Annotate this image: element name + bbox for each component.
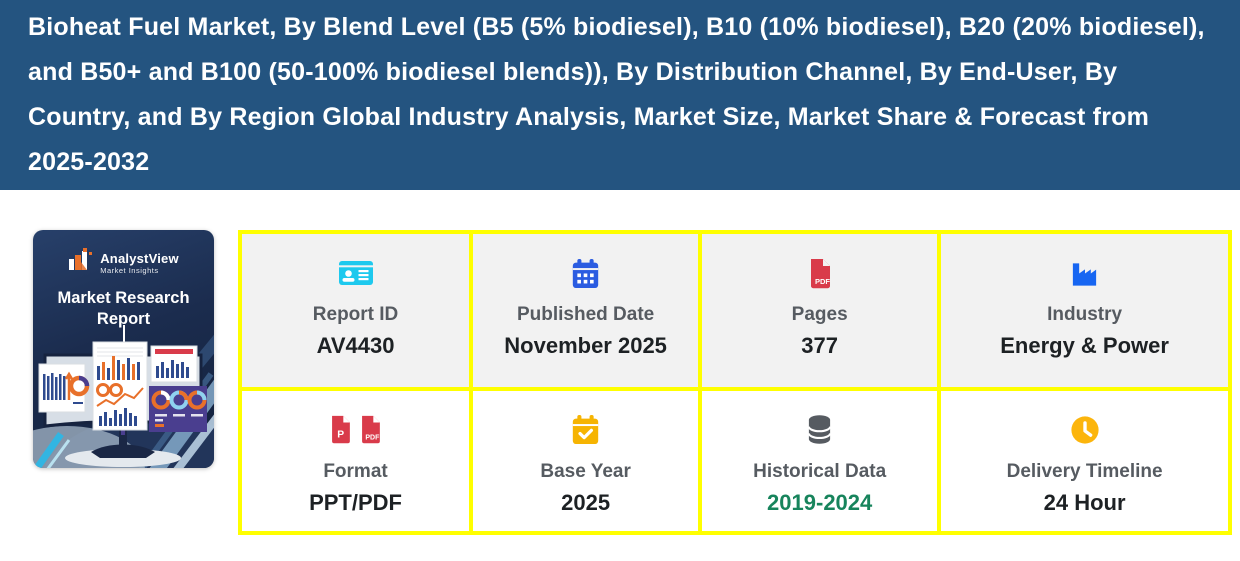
cell-value: PPT/PDF — [309, 490, 402, 516]
brand-name: AnalystView — [100, 251, 179, 266]
cell-label: Published Date — [517, 304, 654, 326]
cell-value: 2019-2024 — [767, 490, 872, 516]
report-id-cell: Report ID AV4430 — [240, 232, 471, 389]
cell-value: 24 Hour — [1044, 490, 1126, 516]
industry-cell: Industry Energy & Power — [939, 232, 1230, 389]
report-cover-image: AnalystView Market Insights Market Resea… — [33, 230, 214, 468]
svg-text:PDF: PDF — [365, 434, 380, 441]
cell-label: Format — [323, 461, 387, 483]
report-title-banner: Bioheat Fuel Market, By Blend Level (B5 … — [0, 0, 1240, 190]
cell-label: Pages — [792, 304, 848, 326]
cell-label: Historical Data — [753, 461, 886, 483]
cell-value: Energy & Power — [1000, 333, 1169, 359]
base-year-cell: Base Year 2025 — [471, 389, 700, 533]
cell-value: 377 — [801, 333, 838, 359]
svg-text:P: P — [337, 429, 344, 440]
page-title: Bioheat Fuel Market, By Blend Level (B5 … — [28, 5, 1212, 185]
report-summary-section: AnalystView Market Insights Market Resea… — [0, 190, 1240, 535]
monitor-charts-graphic — [33, 318, 214, 468]
calendar-check-icon — [571, 413, 600, 447]
cover-purple-dashboard — [149, 386, 207, 432]
cover-left-chart — [39, 364, 87, 412]
cell-value: AV4430 — [317, 333, 395, 359]
cell-label: Industry — [1047, 304, 1122, 326]
cell-value: November 2025 — [504, 333, 667, 359]
cell-label: Delivery Timeline — [1007, 461, 1163, 483]
published-date-cell: Published Date November 2025 — [471, 232, 700, 389]
file-pdf-icon: PDF — [808, 256, 832, 290]
cover-right-chart — [151, 346, 197, 382]
clock-icon — [1070, 413, 1100, 447]
id-card-icon — [338, 256, 374, 290]
cell-label: Report ID — [313, 304, 399, 326]
format-cell: P PDF Format PPT/PDF — [240, 389, 471, 533]
pages-cell: PDF Pages 377 — [700, 232, 939, 389]
brand-subtitle: Market Insights — [100, 266, 179, 275]
calendar-icon — [571, 256, 600, 290]
delivery-timeline-cell: Delivery Timeline 24 Hour — [939, 389, 1230, 533]
cell-label: Base Year — [540, 461, 631, 483]
report-info-grid: Report ID AV4430 Published Date November… — [238, 230, 1232, 535]
logo-chart-icon — [68, 248, 94, 277]
database-icon — [806, 413, 833, 447]
factory-icon — [1069, 256, 1100, 290]
file-ppt-pdf-icons: P PDF — [329, 413, 382, 447]
svg-text:PDF: PDF — [815, 277, 830, 286]
analystview-logo: AnalystView Market Insights — [33, 248, 214, 277]
historical-data-cell: Historical Data 2019-2024 — [700, 389, 939, 533]
cover-center-chart — [93, 342, 147, 430]
cell-value: 2025 — [561, 490, 610, 516]
